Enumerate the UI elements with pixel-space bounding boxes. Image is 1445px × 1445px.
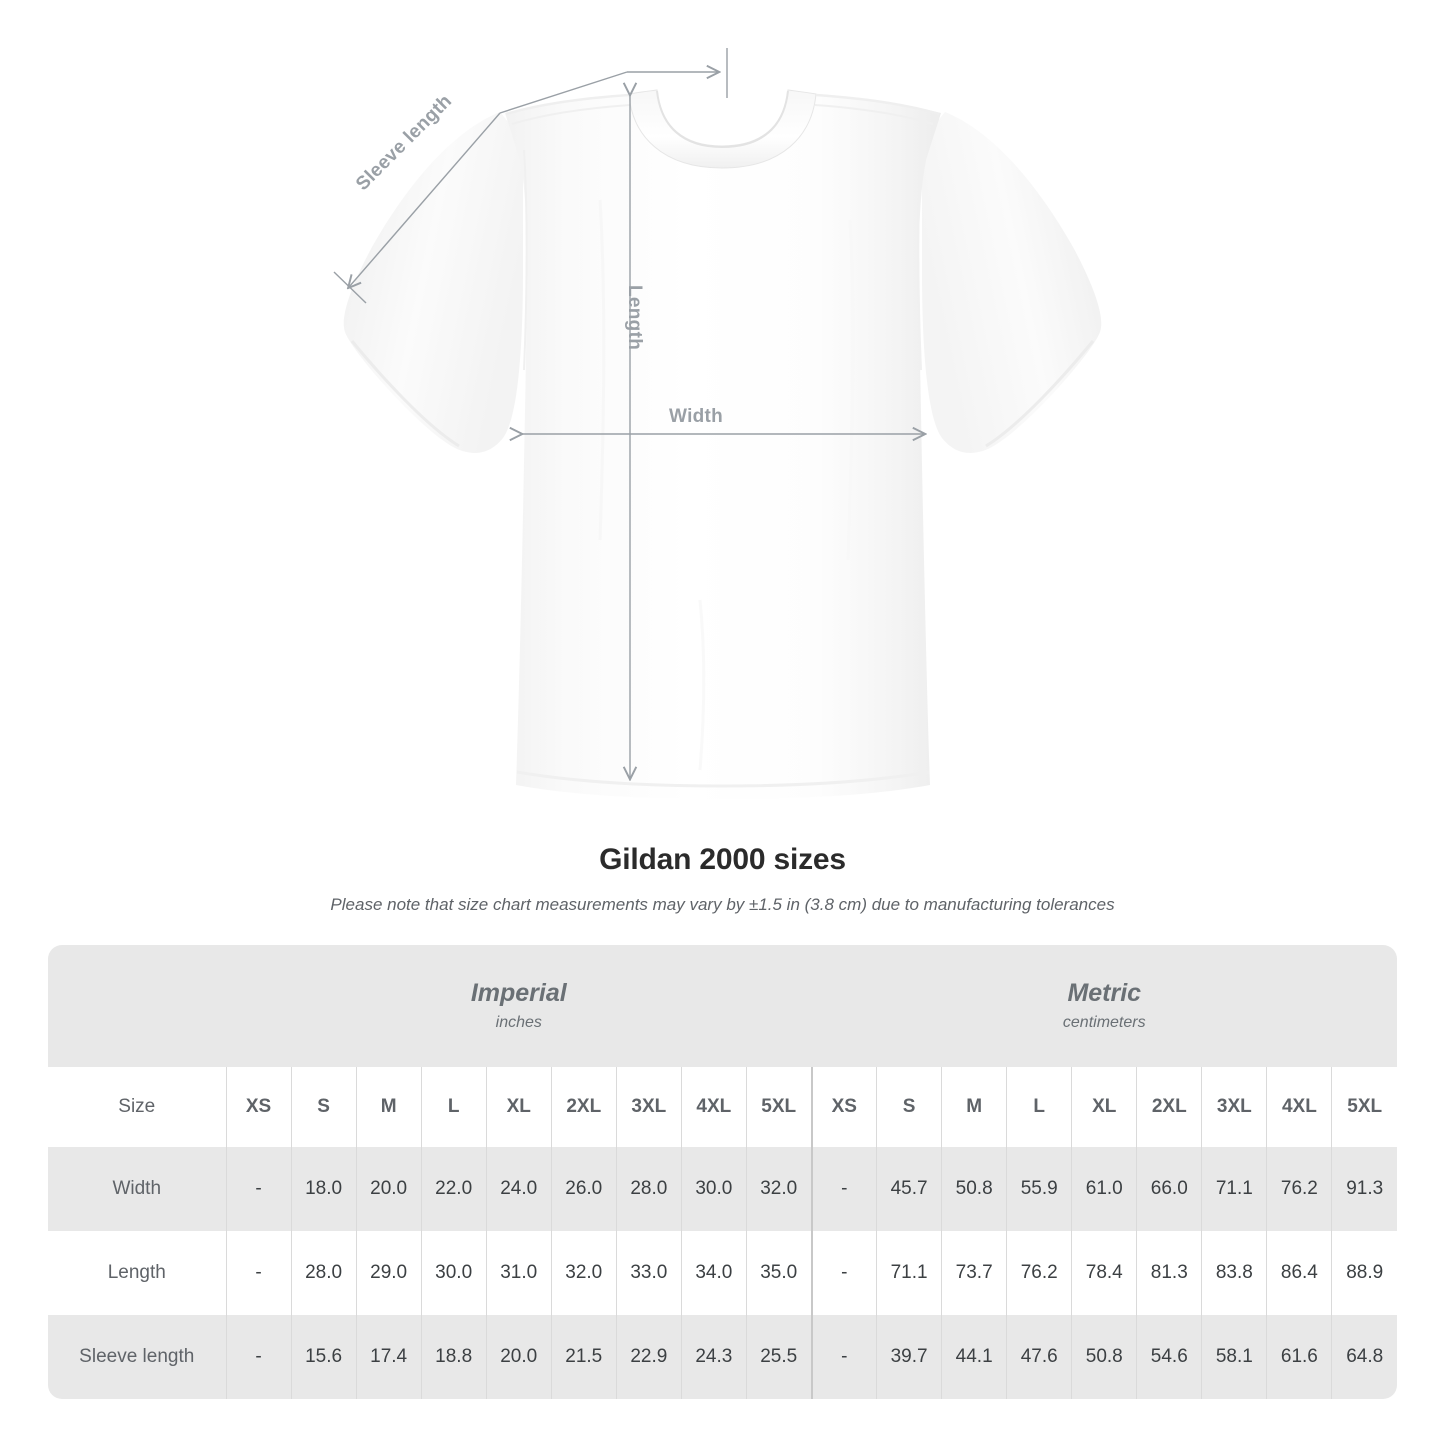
cell-width-metric-4xl: 76.2 xyxy=(1266,1147,1332,1231)
cell-length-metric-5xl: 88.9 xyxy=(1331,1231,1397,1315)
size-corner-label: Size xyxy=(48,1067,226,1147)
cell-length-imperial-5xl: 35.0 xyxy=(745,1231,812,1315)
table-row: Length -28.0 29.0 30.0 31.0 32.0 33.0 34.0 35.0-… xyxy=(48,1231,1397,1315)
unit-group-sub: inches xyxy=(495,1014,542,1031)
unit-band-row: Imperial inches Metric centimeters xyxy=(48,945,1397,1067)
cell-length-imperial-m: 29.0 xyxy=(355,1231,422,1315)
size-header-row: Size XS S M L XL 2XL 3XL 4XL 5XL XS S M L XL 2XL 3XL 4XL… xyxy=(48,1067,1397,1147)
cell-sleeve-length-metric-l: 47.6 xyxy=(1006,1315,1072,1399)
cell-length-metric-l: 76.2 xyxy=(1006,1231,1072,1315)
cell-sleeve-length-imperial-xl: 20.0 xyxy=(485,1315,552,1399)
cell-length-imperial-3xl: 33.0 xyxy=(615,1231,682,1315)
cell-length-metric-s: 71.1 xyxy=(876,1231,942,1315)
cell-sleeve-length-imperial-5xl: 25.5 xyxy=(745,1315,812,1399)
size-header-4xl-metric: 4XL xyxy=(1266,1067,1332,1147)
cell-length-metric-m: 73.7 xyxy=(941,1231,1007,1315)
title-block: Gildan 2000 sizes Please note that size … xyxy=(0,840,1445,916)
row-label: Sleeve length xyxy=(48,1315,226,1399)
cell-length-metric-4xl: 86.4 xyxy=(1266,1231,1332,1315)
table-row: Sleeve length -15.6 17.4 18.8 20.0 21.5 22.9 24… xyxy=(48,1315,1397,1399)
cell-length-metric-2xl: 81.3 xyxy=(1136,1231,1202,1315)
cell-width-imperial-xs: - xyxy=(225,1147,292,1231)
cell-sleeve-length-metric-s: 39.7 xyxy=(876,1315,942,1399)
cell-sleeve-length-metric-xl: 50.8 xyxy=(1071,1315,1137,1399)
cell-width-metric-5xl: 91.3 xyxy=(1331,1147,1397,1231)
cell-width-imperial-xl: 24.0 xyxy=(485,1147,552,1231)
cell-sleeve-length-imperial-m: 17.4 xyxy=(355,1315,422,1399)
garment-diagram: Sleeve length Length Width xyxy=(333,48,1102,799)
cell-width-metric-xs: - xyxy=(810,1147,877,1231)
size-header-s-metric: S xyxy=(876,1067,942,1147)
size-header-xs-imperial: XS xyxy=(225,1067,292,1147)
cell-sleeve-length-metric-m: 44.1 xyxy=(941,1315,1007,1399)
cell-sleeve-length-metric-5xl: 64.8 xyxy=(1331,1315,1397,1399)
cell-sleeve-length-imperial-2xl: 21.5 xyxy=(550,1315,617,1399)
unit-group-name: Metric xyxy=(1067,979,1142,1007)
cell-sleeve-length-imperial-l: 18.8 xyxy=(420,1315,487,1399)
cell-width-metric-l: 55.9 xyxy=(1006,1147,1072,1231)
measurement-guides xyxy=(333,48,924,778)
cell-sleeve-length-imperial-s: 15.6 xyxy=(290,1315,357,1399)
cell-width-imperial-m: 20.0 xyxy=(355,1147,422,1231)
size-header-2xl-metric: 2XL xyxy=(1136,1067,1202,1147)
size-header-2xl-imperial: 2XL xyxy=(550,1067,617,1147)
cell-width-imperial-4xl: 30.0 xyxy=(680,1147,747,1231)
cell-length-metric-3xl: 83.8 xyxy=(1201,1231,1267,1315)
cell-length-imperial-xs: - xyxy=(225,1231,292,1315)
cell-length-metric-xl: 78.4 xyxy=(1071,1231,1137,1315)
length-label: Length xyxy=(624,285,645,351)
size-header-l-imperial: L xyxy=(420,1067,487,1147)
size-chart-table-wrap: Imperial inches Metric centimeters Size … xyxy=(48,945,1397,1399)
size-header-5xl-metric: 5XL xyxy=(1331,1067,1397,1147)
table-row: Width -18.0 20.0 22.0 24.0 26.0 28.0 30.0 32.0-4… xyxy=(48,1147,1397,1231)
cell-width-imperial-2xl: 26.0 xyxy=(550,1147,617,1231)
cell-length-imperial-l: 30.0 xyxy=(420,1231,487,1315)
cell-sleeve-length-imperial-4xl: 24.3 xyxy=(680,1315,747,1399)
row-label: Width xyxy=(48,1147,226,1231)
cell-width-metric-3xl: 71.1 xyxy=(1201,1147,1267,1231)
size-header-4xl-imperial: 4XL xyxy=(680,1067,747,1147)
cell-sleeve-length-metric-2xl: 54.6 xyxy=(1136,1315,1202,1399)
cell-length-imperial-s: 28.0 xyxy=(290,1231,357,1315)
size-header-xl-imperial: XL xyxy=(485,1067,552,1147)
cell-sleeve-length-metric-3xl: 58.1 xyxy=(1201,1315,1267,1399)
cell-length-imperial-2xl: 32.0 xyxy=(550,1231,617,1315)
size-header-m-metric: M xyxy=(941,1067,1007,1147)
cell-width-imperial-s: 18.0 xyxy=(290,1147,357,1231)
size-header-5xl-imperial: 5XL xyxy=(745,1067,812,1147)
size-header-m-imperial: M xyxy=(355,1067,422,1147)
size-chart-table: Imperial inches Metric centimeters Size … xyxy=(48,945,1397,1399)
cell-sleeve-length-imperial-3xl: 22.9 xyxy=(615,1315,682,1399)
size-header-3xl-metric: 3XL xyxy=(1201,1067,1267,1147)
unit-group-imperial: Imperial inches xyxy=(226,945,812,1067)
cell-width-metric-2xl: 66.0 xyxy=(1136,1147,1202,1231)
size-header-xl-metric: XL xyxy=(1071,1067,1137,1147)
tshirt-shape xyxy=(343,89,1102,799)
size-header-s-imperial: S xyxy=(290,1067,357,1147)
page-title: Gildan 2000 sizes xyxy=(599,843,846,876)
unit-group-sub: centimeters xyxy=(1062,1014,1146,1031)
cell-length-imperial-xl: 31.0 xyxy=(485,1231,552,1315)
size-header-l-metric: L xyxy=(1006,1067,1072,1147)
cell-length-metric-xs: - xyxy=(810,1231,877,1315)
cell-width-metric-m: 50.8 xyxy=(941,1147,1007,1231)
cell-width-imperial-5xl: 32.0 xyxy=(745,1147,812,1231)
cell-width-metric-xl: 61.0 xyxy=(1071,1147,1137,1231)
cell-width-imperial-3xl: 28.0 xyxy=(615,1147,682,1231)
cell-width-metric-s: 45.7 xyxy=(876,1147,942,1231)
size-header-xs-metric: XS xyxy=(810,1067,877,1147)
width-label: Width xyxy=(669,406,724,427)
tolerance-note: Please note that size chart measurements… xyxy=(330,895,1115,914)
unit-group-metric: Metric centimeters xyxy=(811,945,1397,1067)
tshirt-diagram-svg xyxy=(333,48,1102,799)
cell-sleeve-length-metric-4xl: 61.6 xyxy=(1266,1315,1332,1399)
cell-sleeve-length-imperial-xs: - xyxy=(225,1315,292,1399)
cell-width-imperial-l: 22.0 xyxy=(420,1147,487,1231)
size-header-3xl-imperial: 3XL xyxy=(615,1067,682,1147)
unit-band-spacer xyxy=(48,945,226,1067)
unit-group-name: Imperial xyxy=(470,979,567,1007)
cell-length-imperial-4xl: 34.0 xyxy=(680,1231,747,1315)
cell-sleeve-length-metric-xs: - xyxy=(810,1315,877,1399)
row-label: Length xyxy=(48,1231,226,1315)
